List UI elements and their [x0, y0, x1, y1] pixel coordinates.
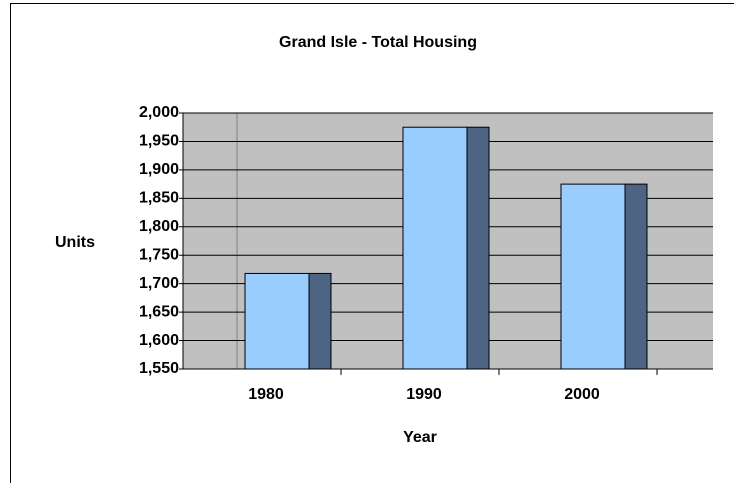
x-tick-label: 1990	[406, 386, 442, 403]
y-tick-label: 1,550	[139, 360, 179, 377]
x-tick-label: 1980	[248, 386, 284, 403]
bar-side	[308, 272, 332, 370]
y-tick-label: 1,650	[139, 303, 179, 320]
bar	[244, 272, 310, 370]
bar	[402, 126, 468, 370]
y-tick-label: 1,750	[139, 246, 179, 263]
y-tick-label: 1,700	[139, 275, 179, 292]
y-tick-label: 1,850	[139, 190, 179, 207]
y-tick-label: 1,950	[139, 133, 179, 150]
y-tick-label: 1,900	[139, 161, 179, 178]
bar-side	[466, 126, 490, 370]
bar	[560, 183, 626, 370]
x-axis-label: Year	[403, 429, 437, 446]
y-tick-label: 1,600	[139, 332, 179, 349]
y-tick-label: 2,000	[139, 104, 179, 121]
bar-side	[624, 183, 648, 370]
chart-title: Grand Isle - Total Housing	[279, 34, 477, 51]
x-tick-label: 2000	[564, 386, 600, 403]
y-tick-label: 1,800	[139, 218, 179, 235]
y-axis-label: Units	[55, 234, 95, 251]
